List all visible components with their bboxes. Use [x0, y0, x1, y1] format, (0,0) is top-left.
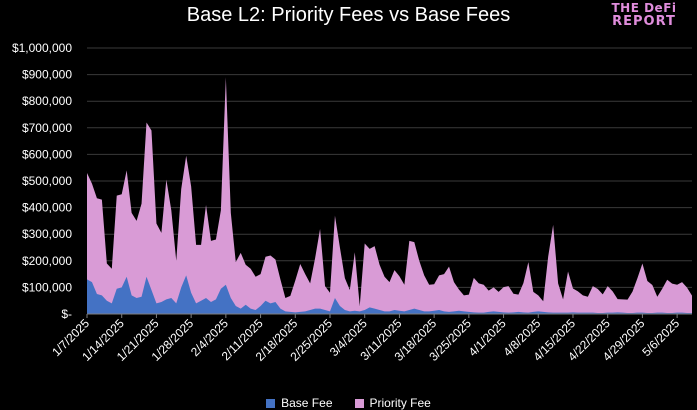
y-tick-label: $- [61, 307, 72, 321]
y-tick-label: $700,000 [22, 121, 72, 135]
legend-label-base-fee: Base Fee [281, 396, 333, 410]
y-tick-label: $600,000 [22, 147, 72, 161]
y-tick-label: $100,000 [22, 280, 72, 294]
y-tick-label: $900,000 [22, 68, 72, 82]
legend-label-priority-fee: Priority Fee [369, 396, 431, 410]
brand-logo-line1: THE DeFi [611, 1, 677, 15]
legend-item-priority-fee: Priority Fee [354, 396, 431, 410]
chart-title: Base L2: Priority Fees vs Base Fees [186, 4, 511, 26]
legend-swatch-priority-fee [354, 398, 364, 408]
y-tick-label: $500,000 [22, 174, 72, 188]
brand-logo-line2: REPORT [612, 14, 676, 29]
brand-logo: THE DeFi REPORT [608, 1, 680, 29]
legend: Base Fee Priority Fee [0, 396, 697, 410]
y-tick-label: $300,000 [22, 227, 72, 241]
x-axis: 1/7/20251/14/20251/21/20251/28/20252/4/2… [49, 313, 692, 364]
legend-swatch-base-fee [266, 398, 276, 408]
x-tick-label: 5/6/2025 [639, 316, 682, 359]
legend-item-base-fee: Base Fee [266, 396, 333, 410]
y-tick-label: $800,000 [22, 94, 72, 108]
y-tick-label: $400,000 [22, 201, 72, 215]
y-tick-label: $200,000 [22, 254, 72, 268]
area-priority-fee [87, 77, 692, 314]
y-tick-label: $1,000,000 [12, 41, 72, 55]
area-layer [87, 77, 692, 314]
area-base-fee [87, 275, 692, 314]
x-tick-label: 4/1/2025 [466, 316, 509, 359]
y-axis: $1,000,000 $900,000 $800,000 $700,000 $600,0… [12, 41, 72, 321]
